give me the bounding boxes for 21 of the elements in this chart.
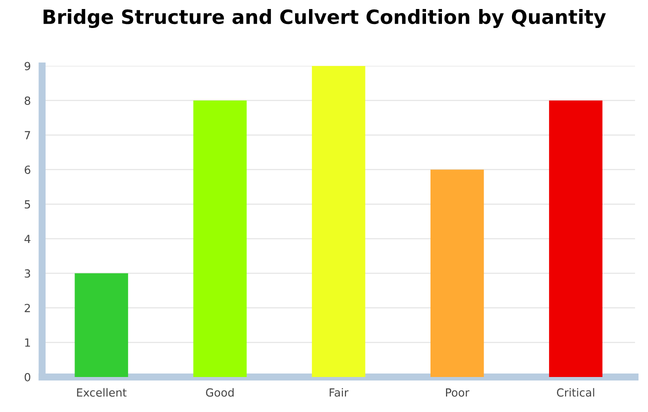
bar (430, 170, 484, 377)
y-tick-label: 3 (24, 269, 30, 278)
y-tick-label: 9 (24, 62, 30, 70)
y-tick-label: 0 (24, 372, 30, 382)
x-tick-label: Fair (330, 388, 348, 397)
bar (549, 100, 602, 377)
y-tick-label: 8 (24, 96, 30, 105)
y-tick-label: 1 (25, 338, 30, 347)
y-tick-label: 5 (24, 200, 30, 209)
bar (193, 100, 247, 377)
x-tick-label: Poor (446, 388, 470, 397)
y-tick-label: 2 (24, 304, 30, 312)
x-tick-label: Good (206, 388, 234, 397)
y-tick-label: 4 (24, 234, 30, 243)
x-tick-label: Excellent (77, 388, 127, 397)
bar (312, 66, 366, 377)
chart-title: Bridge Structure and Culvert Condition by Quantity (44, 9, 606, 28)
x-tick-label: Critical (556, 388, 594, 397)
y-tick-label: 6 (24, 166, 30, 174)
y-tick-label: 7 (24, 131, 30, 140)
bar (74, 273, 128, 377)
